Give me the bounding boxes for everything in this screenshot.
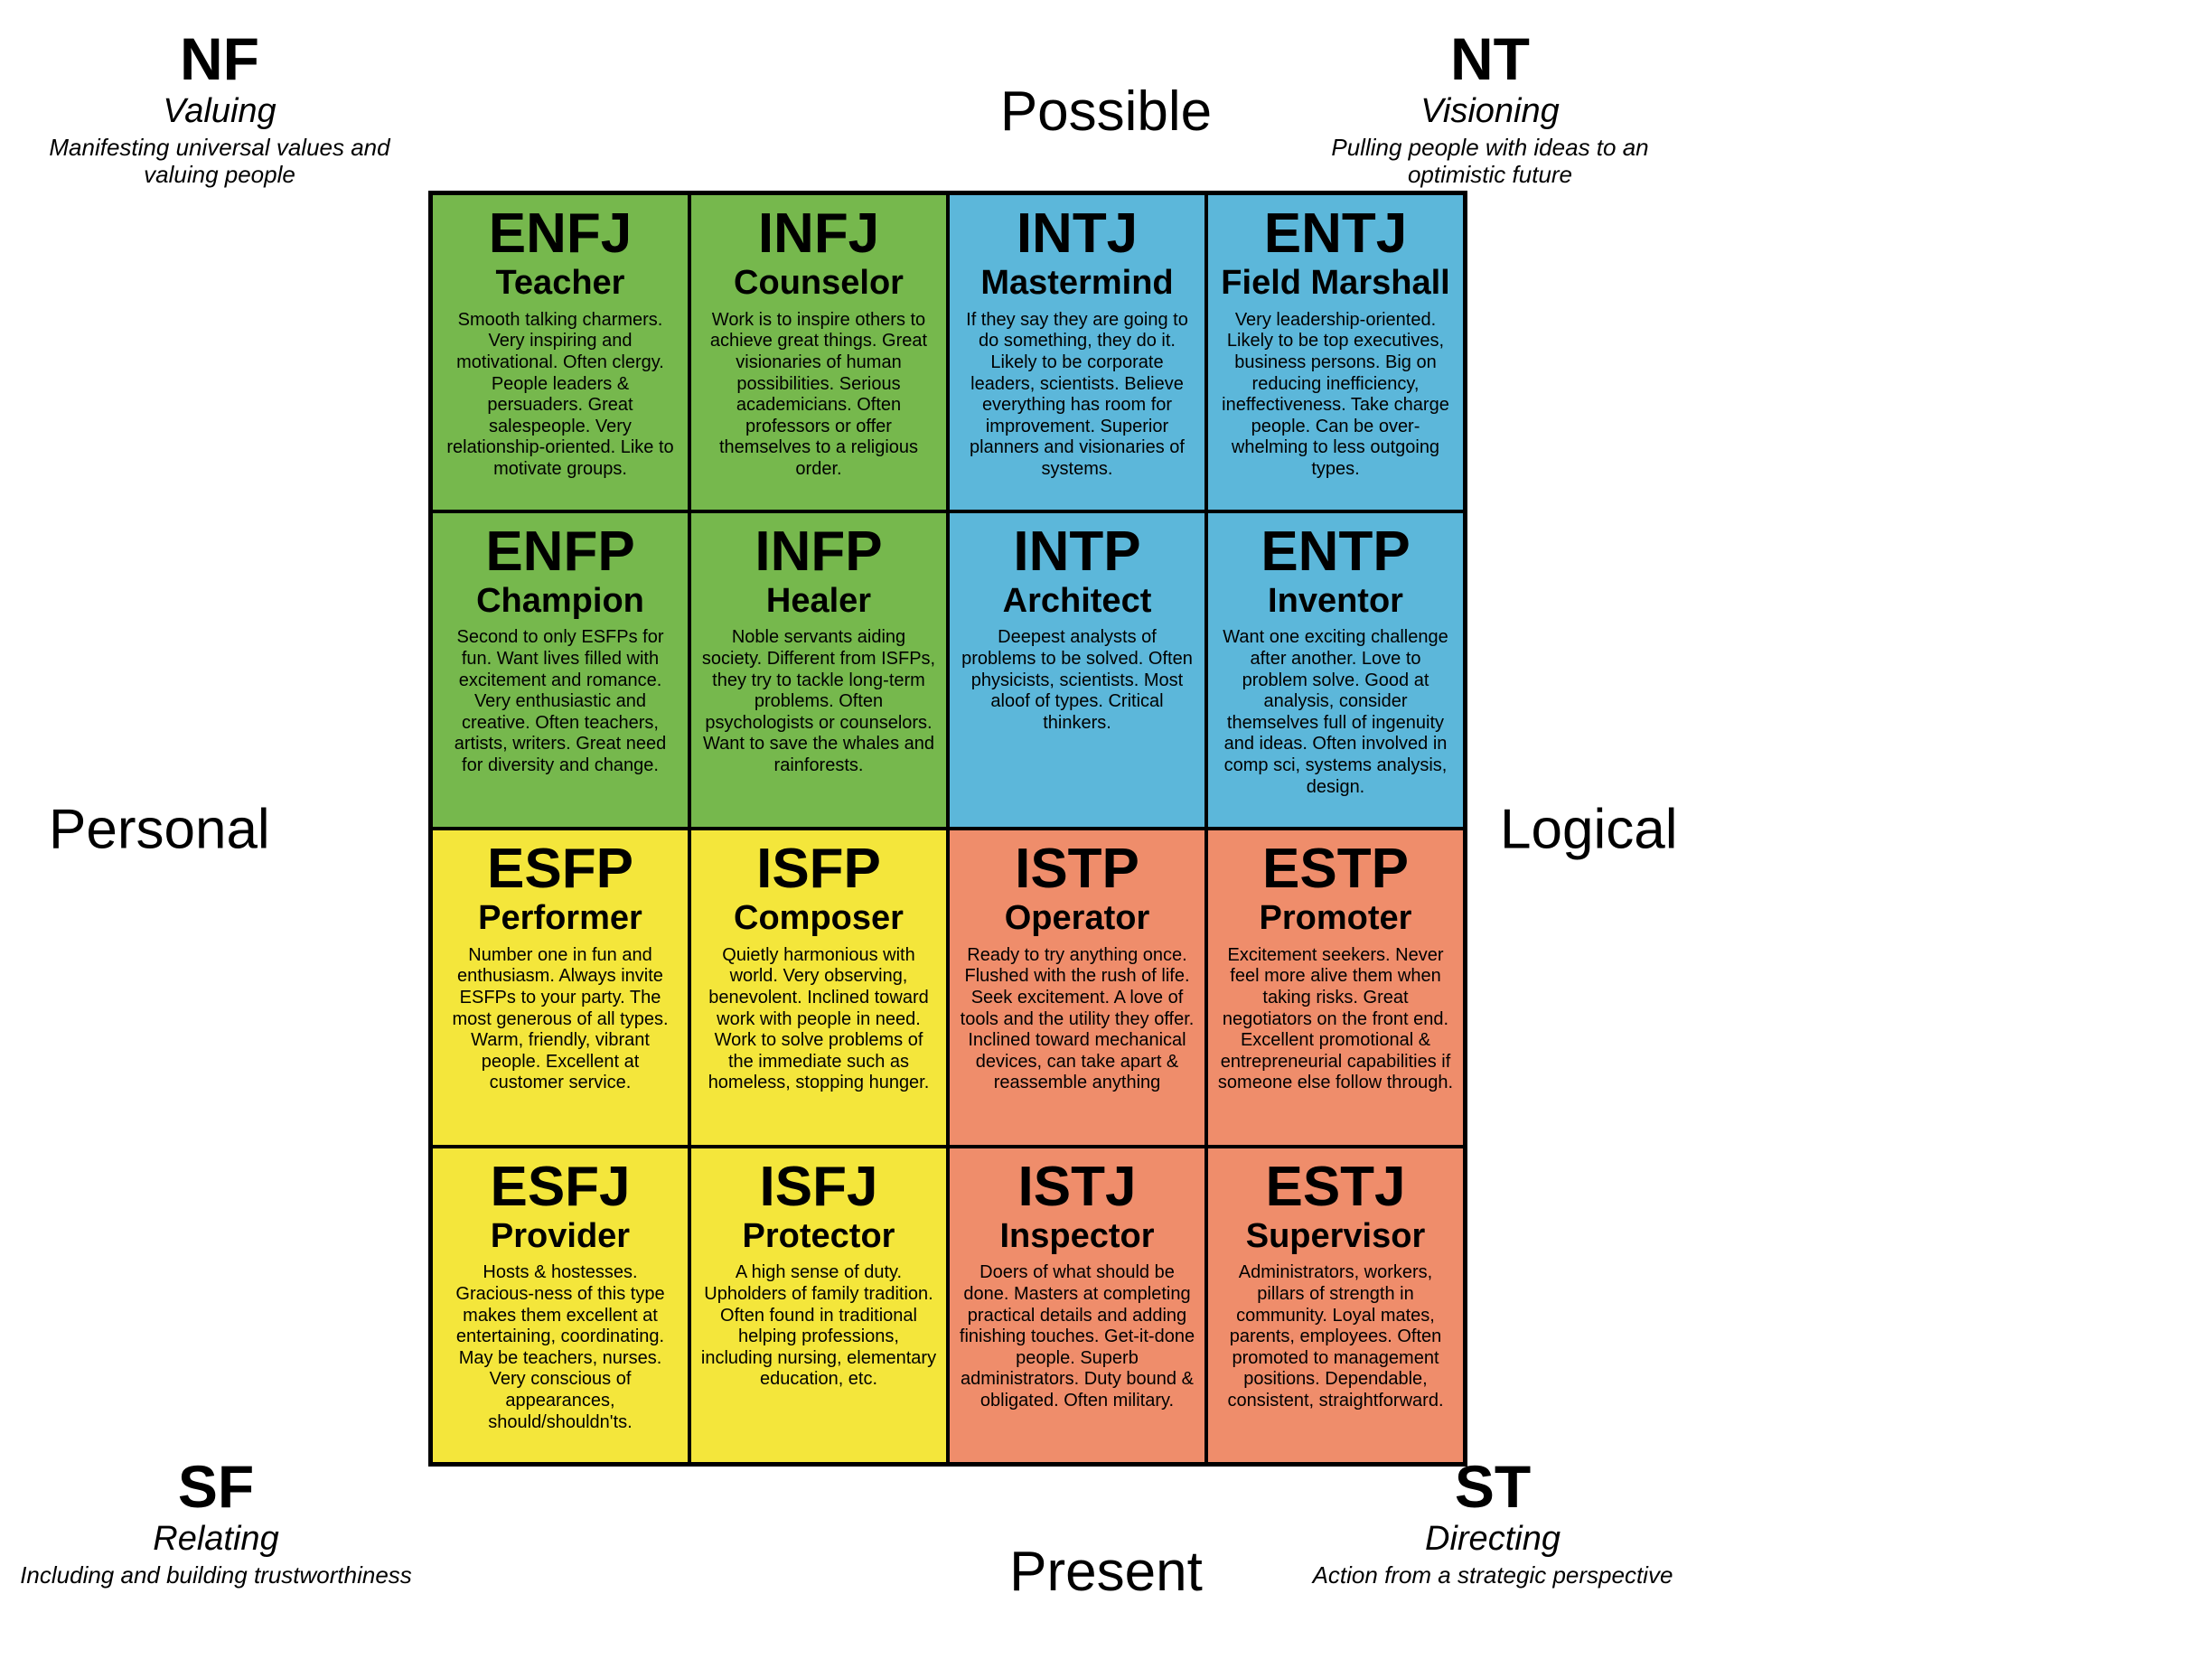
cell-role: Supervisor [1246,1218,1426,1256]
cell-desc: Want one exciting challenge after anothe… [1217,627,1454,798]
cell-code: ISFP [756,839,881,898]
cell-role: Teacher [496,265,625,303]
cell-desc: Doers of what should be done. Masters at… [959,1262,1195,1411]
cell-code: ENFP [485,522,634,581]
axis-right-label: Logical [1500,798,1677,862]
corner-sf-sub: Relating [4,1520,428,1559]
cell-role: Architect [1003,583,1152,621]
cell-role: Performer [478,900,642,938]
cell-isfj: ISFJProtector A high sense of duty. Uphol… [689,1147,948,1465]
cell-role: Inventor [1268,583,1403,621]
cell-desc: A high sense of duty. Upholders of famil… [700,1262,937,1391]
cell-enfp: ENFPChampion Second to only ESFPs for fun… [431,511,689,830]
cell-role: Champion [476,583,644,621]
cell-code: INFJ [758,204,879,263]
cell-desc: Excitement seekers. Never feel more aliv… [1217,945,1454,1094]
cell-desc: Administrators, workers, pillars of stre… [1217,1262,1454,1411]
cell-desc: Work is to inspire others to achieve gre… [700,310,937,481]
cell-istp: ISTPOperator Ready to try anything once. … [948,829,1206,1147]
cell-enfj: ENFJTeacher Smooth talking charmers. Very… [431,193,689,511]
cell-code: ISFJ [760,1158,878,1216]
corner-sf: SF Relating Including and building trust… [4,1457,428,1589]
cell-code: INFP [755,522,882,581]
corner-sf-code: SF [4,1457,428,1516]
cell-desc: Smooth talking charmers. Very inspiring … [442,310,679,481]
cell-role: Operator [1005,900,1149,938]
cell-role: Mastermind [980,265,1173,303]
cell-entp: ENTPInventor Want one exciting challenge … [1206,511,1465,830]
cell-entj: ENTJField Marshall Very leadership-orient… [1206,193,1465,511]
cell-role: Inspector [999,1218,1154,1256]
cell-role: Composer [734,900,904,938]
cell-code: INTJ [1017,204,1138,263]
cell-role: Healer [766,583,871,621]
cell-intp: INTPArchitect Deepest analysts of problem… [948,511,1206,830]
corner-st-desc: Action from a strategic perspective [1294,1562,1692,1589]
cell-role: Protector [743,1218,895,1256]
cell-desc: Hosts & hostesses. Gracious-ness of this… [442,1262,679,1433]
cell-desc: Second to only ESFPs for fun. Want lives… [442,627,679,776]
cell-infp: INFPHealer Noble servants aiding society.… [689,511,948,830]
axis-top-label: Possible [1000,80,1212,144]
cell-desc: Noble servants aiding society. Different… [700,627,937,776]
corner-nt-sub: Visioning [1296,92,1684,131]
cell-intj: INTJMastermind If they say they are going… [948,193,1206,511]
cell-infj: INFJCounselor Work is to inspire others t… [689,193,948,511]
type-grid: ENFJTeacher Smooth talking charmers. Very… [428,191,1467,1467]
cell-estj: ESTJSupervisor Administrators, workers, p… [1206,1147,1465,1465]
axis-bottom-label: Present [1009,1540,1203,1604]
cell-desc: If they say they are going to do somethi… [959,310,1195,481]
cell-desc: Ready to try anything once. Flushed with… [959,945,1195,1094]
cell-code: INTP [1013,522,1140,581]
corner-nf-sub: Valuing [25,92,414,131]
cell-role: Counselor [734,265,904,303]
cell-desc: Deepest analysts of problems to be solve… [959,627,1195,734]
axis-left-label: Personal [49,798,270,862]
cell-code: ISTP [1015,839,1139,898]
corner-nf-code: NF [25,29,414,89]
corner-nt-code: NT [1296,29,1684,89]
corner-nt-desc: Pulling people with ideas to an optimist… [1296,135,1684,189]
cell-desc: Quietly harmonious with world. Very obse… [700,945,937,1094]
corner-sf-desc: Including and building trustworthiness [4,1562,428,1589]
corner-nt: NT Visioning Pulling people with ideas t… [1296,29,1684,189]
cell-code: ESTP [1262,839,1409,898]
cell-isfp: ISFPComposer Quietly harmonious with worl… [689,829,948,1147]
cell-desc: Very leadership-oriented. Likely to be t… [1217,310,1454,481]
cell-code: ESFJ [490,1158,630,1216]
cell-code: ESFP [487,839,633,898]
cell-role: Field Marshall [1221,265,1449,303]
cell-estp: ESTPPromoter Excitement seekers. Never fe… [1206,829,1465,1147]
cell-esfp: ESFPPerformer Number one in fun and enthu… [431,829,689,1147]
cell-desc: Number one in fun and enthusiasm. Always… [442,945,679,1094]
personality-grid-diagram: Possible Present Personal Logical NF Val… [0,0,2212,1659]
cell-role: Provider [491,1218,630,1256]
cell-istj: ISTJInspector Doers of what should be don… [948,1147,1206,1465]
corner-nf: NF Valuing Manifesting universal values … [25,29,414,189]
cell-code: ENFJ [489,204,632,263]
cell-code: ISTJ [1018,1158,1137,1216]
cell-code: ESTJ [1265,1158,1405,1216]
cell-role: Promoter [1260,900,1412,938]
cell-code: ENTP [1261,522,1410,581]
corner-nf-desc: Manifesting universal values and valuing… [25,135,414,189]
cell-esfj: ESFJProvider Hosts & hostesses. Gracious-… [431,1147,689,1465]
cell-code: ENTJ [1264,204,1407,263]
corner-st: ST Directing Action from a strategic per… [1294,1457,1692,1589]
corner-st-sub: Directing [1294,1520,1692,1559]
